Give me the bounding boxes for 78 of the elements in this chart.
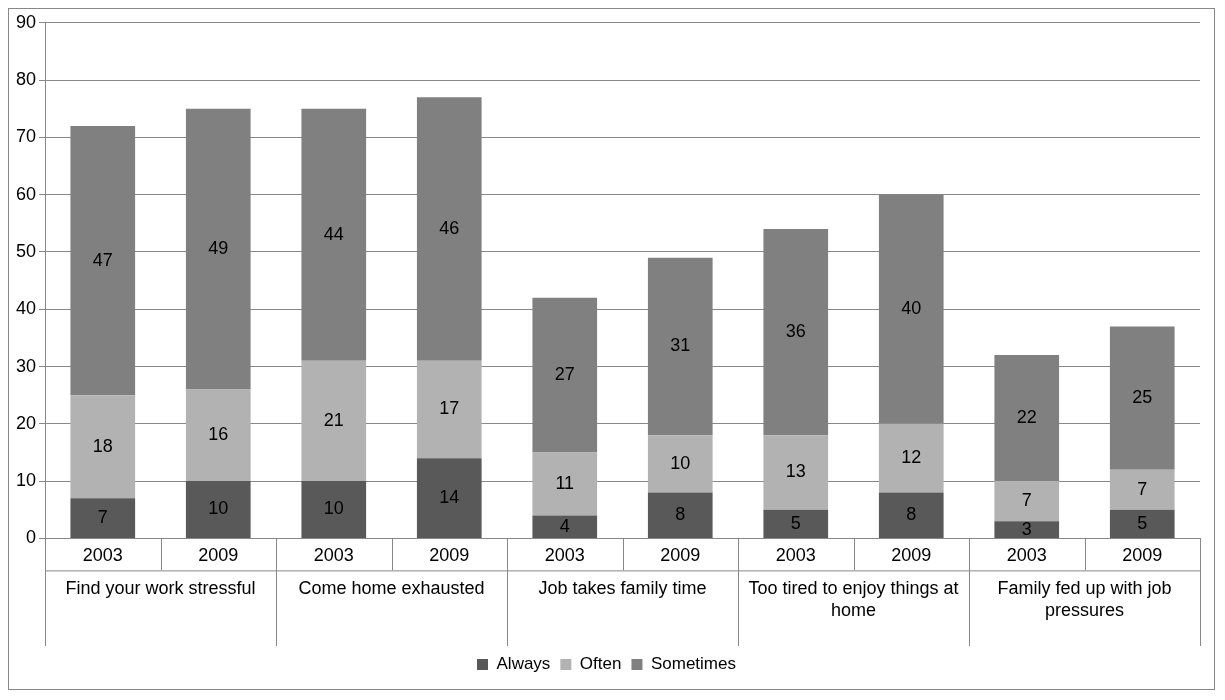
bar xyxy=(416,360,482,459)
data-label: 5 xyxy=(1137,512,1148,533)
x-tick-label: 2003 xyxy=(313,545,354,566)
bar xyxy=(647,435,713,493)
y-tick-label: 10 xyxy=(15,470,37,491)
bar xyxy=(1109,469,1175,510)
bar xyxy=(763,509,829,538)
data-label: 46 xyxy=(439,218,460,239)
bar xyxy=(878,423,944,493)
x-tick-label: 2009 xyxy=(660,545,701,566)
text: Too tired to enjoy things at home xyxy=(748,578,959,621)
bar xyxy=(70,498,136,538)
data-label: 10 xyxy=(323,498,344,519)
y-tick-label: 70 xyxy=(15,126,37,147)
data-label: 16 xyxy=(208,424,229,445)
y-tick-label: 20 xyxy=(15,412,37,433)
data-label: 13 xyxy=(785,461,806,482)
bar xyxy=(532,515,598,538)
data-label: 40 xyxy=(901,298,922,319)
data-label: 7 xyxy=(97,507,108,528)
x-tick-label: 2003 xyxy=(544,545,585,566)
y-tick-label: 40 xyxy=(15,298,37,319)
data-label: 44 xyxy=(323,223,344,244)
data-label: 36 xyxy=(785,321,806,342)
data-label: 27 xyxy=(554,364,575,385)
data-label: 17 xyxy=(439,398,460,419)
data-label: 4 xyxy=(559,515,570,536)
text: Family fed up with job pressures xyxy=(997,578,1172,621)
data-label: 47 xyxy=(92,249,113,270)
data-label: 21 xyxy=(323,409,344,430)
x-tick-label: 2003 xyxy=(775,545,816,566)
data-label: 12 xyxy=(901,447,922,468)
bar xyxy=(416,458,482,538)
x-tick-label: 2009 xyxy=(1122,545,1163,566)
data-label: 10 xyxy=(208,498,229,519)
bar xyxy=(301,360,367,482)
y-tick-label: 90 xyxy=(15,11,37,32)
x-tick-label: 2009 xyxy=(198,545,239,566)
data-label: 8 xyxy=(906,504,917,525)
x-tick-label: 2009 xyxy=(891,545,932,566)
data-label: 10 xyxy=(670,452,691,473)
bar xyxy=(1109,509,1175,538)
data-label: 49 xyxy=(208,238,229,259)
bar xyxy=(70,395,136,499)
bar xyxy=(647,492,713,538)
data-label: 25 xyxy=(1132,387,1153,408)
bar xyxy=(994,481,1060,522)
y-tick-label: 60 xyxy=(15,183,37,204)
bar xyxy=(532,452,598,516)
text: Job takes family time xyxy=(538,578,707,599)
legend-label: Sometimes xyxy=(650,654,736,674)
y-tick-label: 30 xyxy=(15,355,37,376)
data-label: 3 xyxy=(1021,518,1032,539)
data-label: 5 xyxy=(790,512,801,533)
text: Find your work stressful xyxy=(65,578,256,599)
y-tick-label: 80 xyxy=(15,69,37,90)
data-label: 7 xyxy=(1137,478,1148,499)
bar xyxy=(878,492,944,538)
bar xyxy=(994,521,1060,538)
bar xyxy=(763,435,829,510)
x-tick-label: 2009 xyxy=(429,545,470,566)
data-label: 14 xyxy=(439,487,460,508)
y-tick-label: 50 xyxy=(15,240,37,261)
data-label: 31 xyxy=(670,335,691,356)
data-label: 22 xyxy=(1016,407,1037,428)
legend-label: Always xyxy=(496,654,551,674)
data-label: 18 xyxy=(92,435,113,456)
y-tick-label: 0 xyxy=(26,527,37,548)
data-label: 11 xyxy=(555,472,575,493)
data-label: 7 xyxy=(1021,490,1032,511)
bar xyxy=(185,481,251,538)
legend-label: Often xyxy=(579,654,622,674)
bar xyxy=(301,481,367,538)
x-tick-label: 2003 xyxy=(82,545,123,566)
text: Come home exhausted xyxy=(298,578,485,599)
data-label: 8 xyxy=(675,504,686,525)
x-tick-label: 2003 xyxy=(1006,545,1047,566)
bar xyxy=(185,389,251,482)
